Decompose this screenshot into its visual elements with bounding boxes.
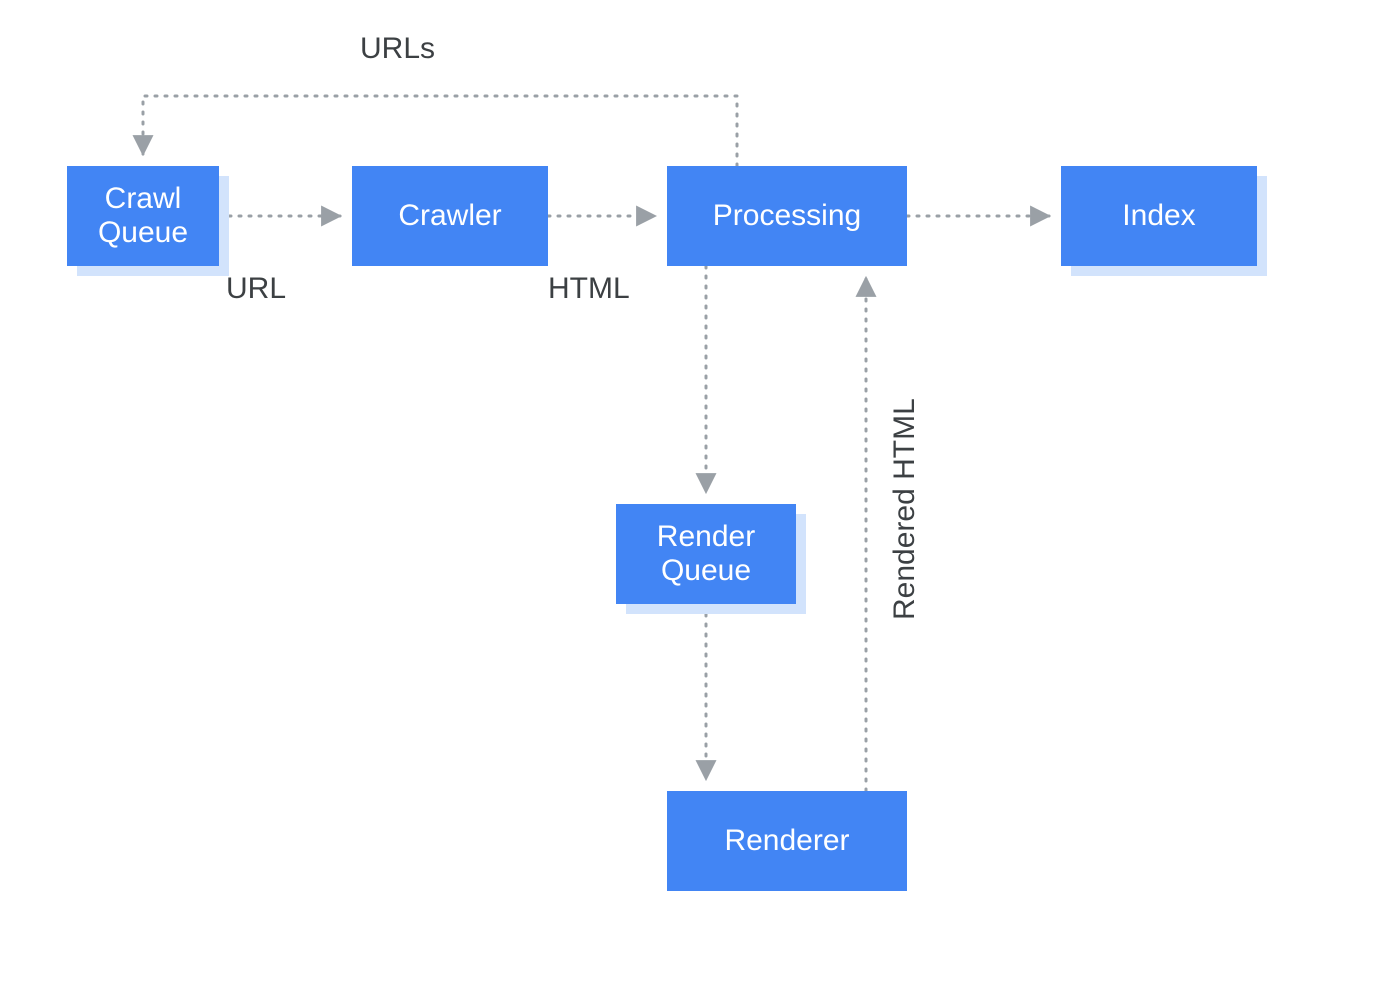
node-label: Crawler: [398, 199, 501, 234]
node-label: Crawl Queue: [98, 182, 188, 251]
node-crawler: Crawler: [352, 166, 548, 266]
node-label: Render Queue: [657, 520, 755, 589]
node-crawl-queue: Crawl Queue: [67, 166, 219, 266]
node-face: Processing: [667, 166, 907, 266]
edge-e-proc-to-cq: [143, 96, 737, 166]
node-face: Crawl Queue: [67, 166, 219, 266]
node-face: Renderer: [667, 791, 907, 891]
node-label: Index: [1122, 199, 1195, 234]
node-processing: Processing: [667, 166, 907, 266]
diagram-canvas: { "type": "flowchart", "background_color…: [0, 0, 1374, 981]
node-face: Render Queue: [616, 504, 796, 604]
node-label: Processing: [713, 199, 861, 234]
node-render-queue: Render Queue: [616, 504, 796, 604]
edge-label-e-renderer-proc: Rendered HTML: [888, 398, 922, 620]
node-index: Index: [1061, 166, 1257, 266]
edge-label-e-proc-to-cq: URLs: [360, 32, 435, 66]
edge-label-e-cq-crawler: URL: [226, 272, 286, 306]
node-face: Crawler: [352, 166, 548, 266]
node-label: Renderer: [724, 824, 849, 859]
node-face: Index: [1061, 166, 1257, 266]
edge-label-e-crawler-proc: HTML: [548, 272, 630, 306]
node-renderer: Renderer: [667, 791, 907, 891]
